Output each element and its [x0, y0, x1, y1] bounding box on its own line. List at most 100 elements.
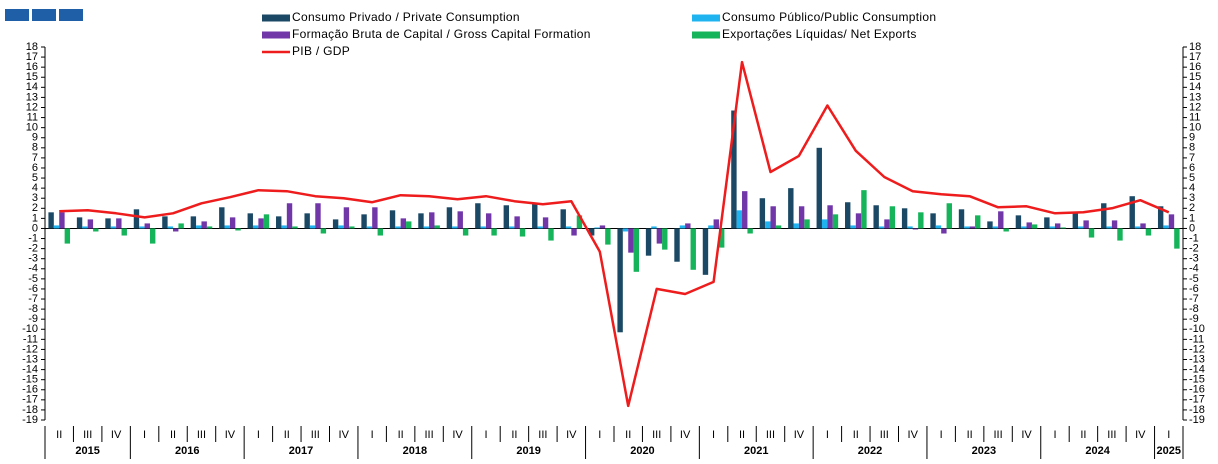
bar	[674, 228, 680, 262]
bar	[406, 221, 412, 229]
y-tick-label-right: -13	[1189, 353, 1205, 365]
y-tick-label: -2	[28, 243, 38, 255]
logo-block	[32, 9, 56, 21]
x-tick-label: I	[826, 429, 829, 441]
bar	[901, 208, 908, 229]
y-tick-label-right: -19	[1189, 414, 1205, 426]
y-tick-label: 0	[32, 222, 38, 234]
x-tick-label: III	[83, 429, 92, 441]
bar	[1044, 217, 1050, 229]
bar	[144, 223, 150, 229]
bar	[281, 225, 287, 229]
bar	[793, 223, 799, 229]
year-label: 2015	[75, 445, 99, 457]
bar	[53, 225, 60, 229]
bar	[395, 226, 401, 229]
y-tick-label-right: 1	[1189, 212, 1195, 224]
year-label: 2023	[972, 445, 996, 457]
bar	[519, 228, 526, 237]
y-tick-label: 14	[26, 81, 38, 93]
bar	[366, 226, 373, 229]
bar	[708, 225, 714, 229]
y-tick-label: -16	[22, 384, 38, 396]
y-tick-label: 3	[32, 192, 38, 204]
bar	[702, 228, 709, 275]
y-tick-label: -12	[22, 343, 38, 355]
x-tick-label: I	[484, 429, 487, 441]
bar	[1083, 220, 1089, 229]
bar	[224, 225, 230, 229]
year-label: 2018	[403, 445, 427, 457]
bar	[418, 213, 424, 229]
y-tick-label-right: -2	[1189, 243, 1199, 255]
bar	[918, 212, 924, 229]
bar	[1106, 226, 1112, 229]
bar	[196, 225, 202, 229]
y-tick-label-right: 14	[1189, 81, 1201, 93]
x-tick-label: I	[940, 429, 943, 441]
legend-swatch	[692, 14, 720, 22]
bar	[338, 225, 344, 229]
y-tick-label-right: -18	[1189, 404, 1205, 416]
x-tick-label: II	[56, 429, 62, 441]
bar	[788, 188, 794, 229]
bar	[87, 219, 94, 229]
bar	[263, 214, 270, 229]
y-tick-label: -10	[22, 323, 38, 335]
bar	[139, 226, 145, 229]
x-tick-label: II	[1080, 429, 1086, 441]
y-tick-label: -18	[22, 404, 38, 416]
bar	[827, 205, 833, 229]
bar	[832, 214, 839, 229]
bar	[775, 225, 782, 229]
y-tick-label-right: -9	[1189, 313, 1199, 325]
y-tick-label-right: -8	[1189, 303, 1199, 315]
bar	[475, 203, 481, 229]
bar	[491, 228, 497, 236]
bar	[1078, 226, 1084, 229]
x-tick-label: III	[1107, 429, 1116, 441]
bar	[292, 226, 298, 229]
y-tick-label: 9	[32, 132, 38, 144]
x-tick-label: II	[284, 429, 290, 441]
bar	[651, 226, 657, 229]
y-tick-label: 17	[26, 51, 38, 63]
x-tick-label: IV	[1135, 429, 1146, 441]
bar	[542, 217, 549, 229]
y-tick-label-right: 2	[1189, 202, 1195, 214]
bar	[201, 221, 207, 229]
bar	[452, 226, 458, 229]
bar	[804, 219, 810, 229]
bar	[1168, 214, 1175, 229]
x-tick-label: II	[511, 429, 517, 441]
bar	[1145, 228, 1152, 236]
bar	[946, 203, 952, 229]
bar	[532, 203, 538, 229]
bar	[173, 228, 179, 232]
bar	[429, 212, 435, 229]
bar	[1163, 225, 1169, 229]
bar	[941, 228, 947, 234]
year-label: 2019	[516, 445, 540, 457]
y-tick-label: -9	[28, 313, 38, 325]
bar	[889, 206, 896, 229]
y-tick-label-right: 13	[1189, 91, 1201, 103]
bar	[798, 206, 805, 229]
bar	[304, 213, 310, 229]
year-label: 2020	[630, 445, 654, 457]
bar	[315, 203, 321, 229]
y-tick-label: 12	[26, 101, 38, 113]
bar	[1157, 206, 1164, 229]
legend-label: Exportações Líquidas/ Net Exports	[722, 27, 917, 41]
x-tick-label: I	[598, 429, 601, 441]
bar	[167, 226, 174, 229]
bar	[206, 226, 213, 229]
y-tick-label: 11	[27, 111, 38, 123]
bar	[685, 223, 691, 229]
bar	[690, 228, 696, 270]
x-tick-label: II	[170, 429, 176, 441]
legend-label: PIB / GDP	[292, 44, 350, 58]
bar	[1101, 203, 1107, 229]
bar	[992, 226, 999, 229]
